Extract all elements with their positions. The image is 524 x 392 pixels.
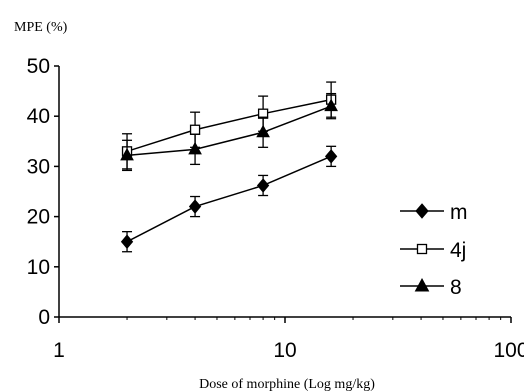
legend-marker (416, 243, 428, 255)
x-axis-title: Dose of morphine (Log mg/kg) (199, 377, 375, 392)
legend-label: 8 (450, 276, 462, 299)
series-layer (120, 81, 338, 253)
x-tick-label: 100 (493, 339, 524, 362)
series-4j (121, 81, 337, 170)
data-point (120, 147, 134, 161)
data-point (324, 98, 338, 112)
series-m (120, 145, 338, 253)
y-tick-label: 50 (27, 55, 50, 78)
legend-marker (414, 277, 430, 292)
series-line (126, 155, 332, 243)
y-tick-label: 20 (27, 206, 50, 229)
legend-item-m: m (400, 201, 468, 224)
y-tick-label: 30 (27, 155, 50, 178)
data-point (189, 124, 201, 135)
data-point (256, 124, 270, 138)
data-point (188, 199, 202, 214)
legend-label: m (450, 201, 468, 224)
x-tick-label: 1 (53, 339, 65, 362)
y-axis-title: MPE (%) (14, 20, 68, 35)
series-line (126, 105, 332, 157)
legend-label: 4j (450, 239, 466, 262)
legend-item-4j: 4j (400, 239, 466, 262)
series-8 (120, 92, 338, 172)
legend-marker (415, 203, 429, 219)
y-tick-label: 40 (27, 105, 50, 128)
legend: m 4j 8 (400, 201, 468, 299)
x-tick-label: 10 (273, 339, 296, 362)
legend-item-8: 8 (400, 276, 462, 299)
data-point (256, 178, 270, 193)
data-point (120, 234, 134, 249)
axes: 0 10 20 30 40 50 1 10 100 (27, 55, 524, 362)
data-point (188, 141, 202, 155)
y-tick-label: 10 (27, 256, 50, 279)
data-point (324, 149, 338, 164)
y-tick-label: 0 (38, 306, 50, 329)
series-line (126, 98, 332, 153)
